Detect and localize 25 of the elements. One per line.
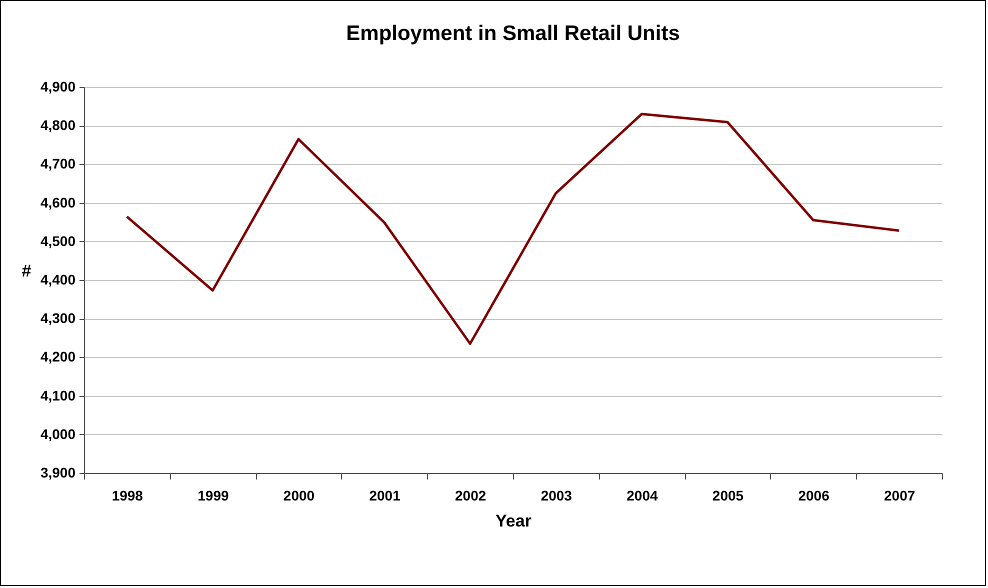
y-tick-label: 4,300 <box>40 310 76 326</box>
x-axis-title: Year <box>496 512 532 530</box>
y-tick-label: 4,100 <box>40 387 76 404</box>
y-tick-label: 3,900 <box>40 464 76 480</box>
x-tick-label: 2004 <box>626 488 658 504</box>
y-tick-label: 4,900 <box>40 78 76 94</box>
y-tick-label: 4,500 <box>40 232 76 249</box>
x-tick-label: 2007 <box>884 488 916 504</box>
x-tick-label: 1998 <box>112 488 144 504</box>
line-series <box>126 112 900 345</box>
x-tick-label: 2006 <box>798 488 830 504</box>
x-tick-label: 2005 <box>712 488 744 504</box>
y-tick-label: 4,700 <box>40 156 76 172</box>
y-tick-label: 4,200 <box>40 348 76 365</box>
x-tick-label: 2001 <box>369 488 401 504</box>
x-tick-label: 1999 <box>198 488 229 504</box>
x-tick-label: 2000 <box>283 488 315 504</box>
x-tick-label: 2003 <box>540 488 572 504</box>
y-tick-label: 4,800 <box>40 117 76 134</box>
y-axis-title: # <box>22 262 32 280</box>
y-tick-label: 4,600 <box>40 194 76 210</box>
chart-title: Employment in Small Retail Units <box>346 22 680 45</box>
x-tick-label: 2002 <box>455 488 486 504</box>
y-tick-label: 4,000 <box>40 426 76 442</box>
y-tick-label: 4,400 <box>40 272 76 288</box>
